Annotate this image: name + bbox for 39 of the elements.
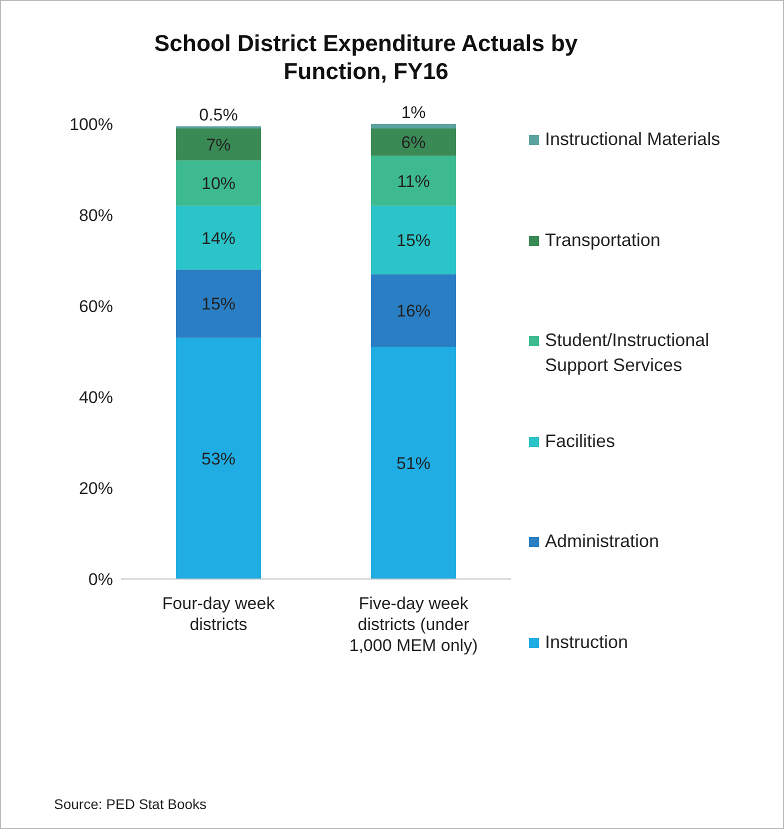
- y-tick-label: 60%: [78, 297, 113, 316]
- bar: [371, 156, 456, 206]
- legend-label: Administration: [545, 530, 660, 553]
- bar: [176, 206, 261, 270]
- legend-label: Instruction: [545, 630, 628, 654]
- bar: [176, 160, 261, 206]
- x-tick-label: Five-day week districts (under 1,000 MEM only): [349, 594, 478, 655]
- data-label: 16%: [396, 302, 431, 321]
- y-tick-label: 80%: [78, 206, 113, 226]
- data-label: 1%: [401, 103, 426, 122]
- bar: [176, 128, 261, 160]
- legend-label: Transportation: [545, 228, 660, 252]
- bar: [371, 128, 456, 156]
- data-label: 6%: [401, 133, 426, 152]
- legend-label: Facilities: [545, 430, 616, 452]
- legend-label: Instructional Materials: [545, 128, 720, 151]
- bar: [371, 124, 456, 129]
- data-label: 7%: [206, 135, 231, 154]
- chart-title: School District Expenditure Actuals by Function, FY16: [153, 29, 579, 85]
- data-label: 14%: [201, 228, 236, 248]
- x-tick-label: Four-day week districts: [162, 594, 276, 634]
- bar: [176, 270, 261, 338]
- y-tick-label: 100%: [70, 115, 113, 134]
- y-tick-label: 0%: [88, 570, 113, 590]
- bar: [371, 274, 456, 347]
- y-tick-label: 20%: [78, 479, 113, 498]
- legend-label: Student/Instructional Support Services: [545, 329, 710, 377]
- data-label: 0.5%: [199, 105, 238, 124]
- data-label: 15%: [201, 294, 236, 314]
- data-label: 11%: [397, 172, 430, 191]
- y-tick-label: 40%: [78, 388, 113, 408]
- bar: [371, 206, 456, 274]
- data-label: 53%: [201, 449, 236, 468]
- bar: [176, 338, 261, 579]
- bar: [371, 346, 456, 579]
- data-label: 51%: [396, 454, 431, 473]
- data-label: 15%: [396, 231, 431, 250]
- data-label: 10%: [201, 174, 236, 194]
- source-note: Source: PED Stat Books: [54, 796, 207, 812]
